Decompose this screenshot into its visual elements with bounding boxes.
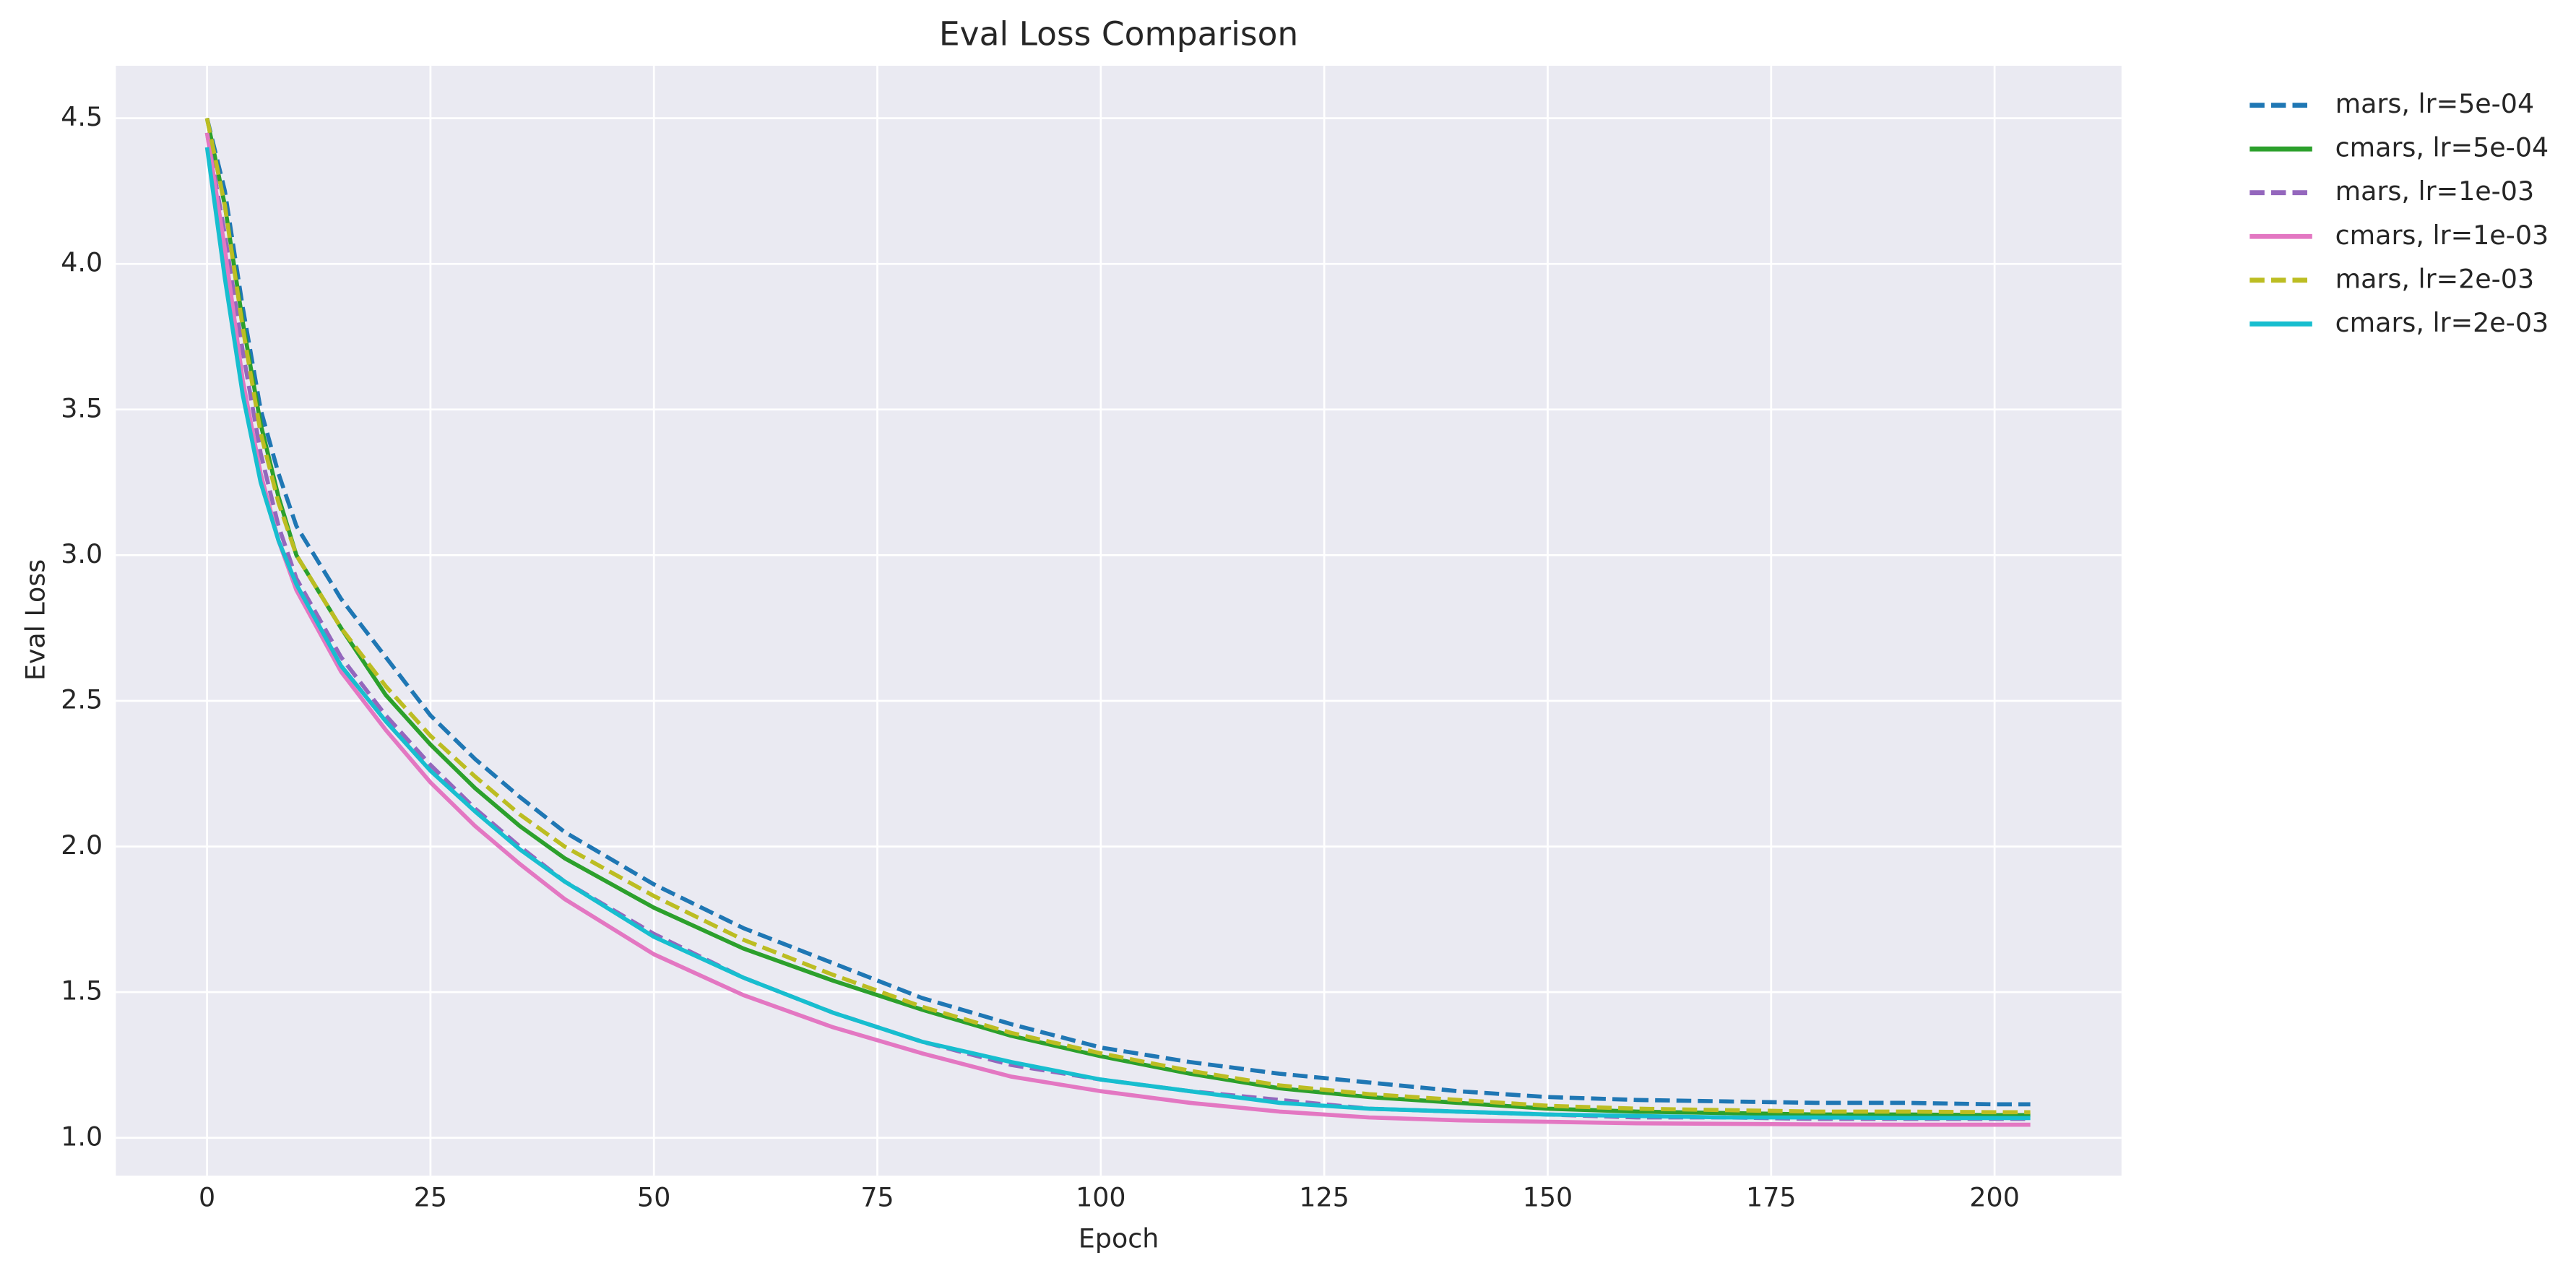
y-tick-label: 2.5	[61, 684, 103, 715]
y-tick-label: 1.5	[61, 975, 103, 1006]
y-tick-label: 2.0	[61, 829, 103, 861]
legend-label: cmars, lr=5e-04	[2335, 132, 2549, 163]
x-tick-label: 100	[1076, 1182, 1126, 1213]
plot-area	[116, 66, 2122, 1176]
series-line	[204, 117, 2031, 1107]
series-line	[204, 118, 2031, 1118]
x-axis-label: Epoch	[1079, 1223, 1159, 1254]
x-tick-label: 175	[1746, 1182, 1797, 1213]
legend-label: mars, lr=1e-03	[2335, 176, 2534, 207]
x-tick-label: 50	[637, 1182, 670, 1213]
x-tick-label: 75	[860, 1182, 894, 1213]
x-tick-label: 200	[1969, 1182, 2020, 1213]
y-tick-label: 4.5	[61, 101, 103, 132]
legend-label: cmars, lr=1e-03	[2335, 220, 2549, 251]
legend-label: cmars, lr=2e-03	[2335, 307, 2549, 338]
y-tick-label: 4.0	[61, 247, 103, 278]
legend: mars, lr=5e-04 cmars, lr=5e-04 mars, lr=1e…	[2249, 88, 2549, 338]
grid	[116, 66, 2122, 1176]
legend-label: mars, lr=2e-03	[2335, 263, 2534, 294]
x-tick-label: 150	[1523, 1182, 1573, 1213]
series-line	[204, 118, 2031, 1115]
chart-title: Eval Loss Comparison	[939, 15, 1298, 53]
labels: 0 25 50 75 100 125 150 175 200 1.0 1.5 2.0 2.5 3.0 3.5…	[61, 101, 2020, 1212]
y-axis-label: Eval Loss	[20, 559, 51, 681]
lines	[204, 117, 2031, 1127]
y-tick-label: 3.5	[61, 392, 103, 423]
x-tick-label: 125	[1299, 1182, 1349, 1213]
x-tick-label: 0	[199, 1182, 215, 1213]
y-tick-label: 3.0	[61, 538, 103, 569]
series-line	[204, 147, 2031, 1121]
x-tick-label: 25	[414, 1182, 447, 1213]
y-tick-label: 1.0	[61, 1121, 103, 1152]
legend-label: mars, lr=5e-04	[2335, 88, 2534, 119]
